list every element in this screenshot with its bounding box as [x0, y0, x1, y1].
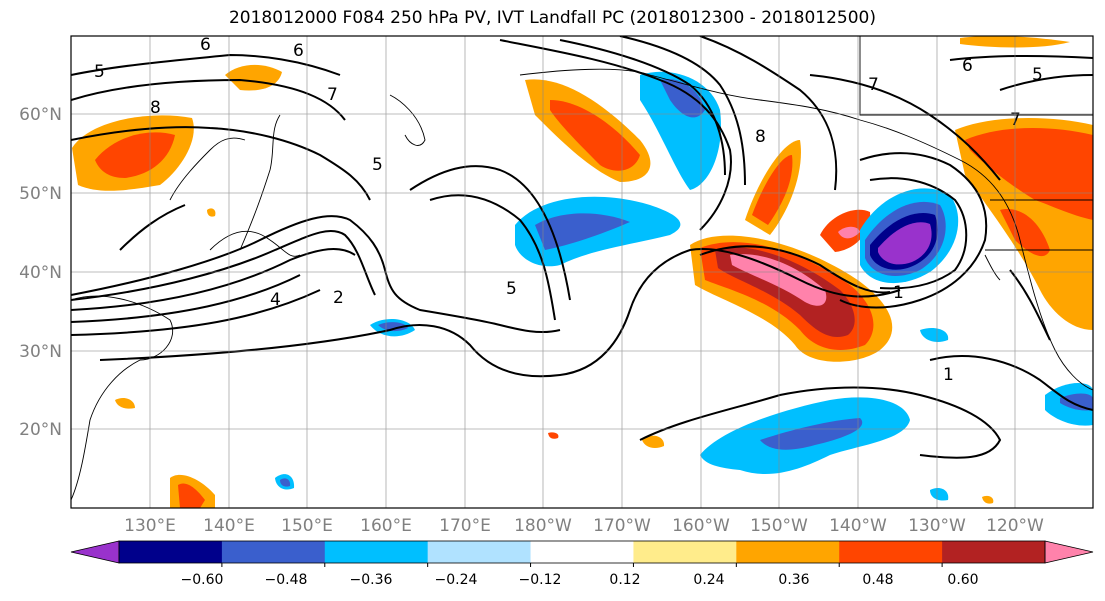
colorbar-outline: [118, 540, 1046, 564]
colorbar-swatch: [942, 541, 1046, 563]
contour-label: 8: [755, 127, 766, 147]
contour-label: 2: [333, 288, 344, 308]
colorbar-tick-labels: −0.60 −0.48 −0.36 −0.24 −0.12 0.12 0.24 …: [181, 572, 979, 588]
map-title: 2018012000 F084 250 hPa PV, IVT Landfall…: [228, 8, 876, 28]
contour-label: 5: [372, 155, 383, 175]
contour-labels: 6 6 5 8 7 5 4 2 5 7 8 6 5 7 1 1: [94, 35, 1043, 385]
lon-label: 130°E: [124, 516, 176, 536]
colorbar-tick-label: 0.24: [693, 572, 724, 588]
colorbar-swatch: [839, 541, 943, 563]
colorbar-ticks: [221, 563, 943, 567]
colorbar-swatch: [119, 541, 223, 563]
colorbar-swatches: [70, 540, 1094, 564]
longitude-labels: 130°E 140°E 150°E 160°E 170°E 180°W 170°…: [124, 516, 1044, 536]
map-frame: [70, 35, 1094, 509]
lon-label: 180°W: [514, 516, 572, 536]
coastlines: [71, 36, 1093, 501]
lon-label: 130°W: [908, 516, 966, 536]
contour-label: 5: [1032, 65, 1043, 85]
colorbar-tick-label: −0.48: [265, 572, 308, 588]
lon-label: 160°E: [360, 516, 412, 536]
colorbar-tick-label: 0.60: [947, 572, 978, 588]
lat-label: 30°N: [19, 342, 62, 362]
lat-label: 40°N: [19, 263, 62, 283]
contour-label: 6: [293, 41, 304, 61]
lat-label: 20°N: [19, 420, 62, 440]
lon-label: 120°W: [986, 516, 1044, 536]
lon-label: 140°W: [829, 516, 887, 536]
lon-label: 150°E: [281, 516, 333, 536]
lon-label: 140°E: [203, 516, 255, 536]
colorbar: −0.60 −0.48 −0.36 −0.24 −0.12 0.12 0.24 …: [70, 540, 1094, 588]
contour-label: 7: [1010, 110, 1021, 130]
contour-label: 7: [868, 75, 879, 95]
colorbar-swatch: [530, 541, 634, 563]
pv-contours: [71, 36, 1093, 459]
colorbar-tick-label: 0.48: [862, 572, 893, 588]
lon-label: 170°W: [593, 516, 651, 536]
contour-label: 5: [94, 62, 105, 82]
contour-label: 6: [200, 35, 211, 55]
colorbar-tick-label: 0.12: [609, 572, 640, 588]
graticule: [71, 36, 1093, 508]
lat-label: 60°N: [19, 105, 62, 125]
colorbar-swatch: [221, 541, 326, 563]
lon-label: 160°W: [672, 516, 730, 536]
colorbar-swatch: [736, 541, 840, 563]
contour-label: 6: [962, 56, 973, 76]
colorbar-swatch: [427, 541, 532, 563]
colorbar-swatch: [324, 541, 429, 563]
contour-label: 5: [506, 279, 517, 299]
contour-label: 1: [943, 365, 954, 385]
lon-label: 150°W: [750, 516, 808, 536]
colorbar-tick-label: −0.60: [181, 572, 224, 588]
colorbar-swatch: [633, 541, 737, 563]
lat-label: 50°N: [19, 184, 62, 204]
colorbar-tick-label: 0.36: [778, 572, 809, 588]
colorbar-tick-label: −0.12: [519, 572, 562, 588]
contour-label: 4: [270, 290, 281, 310]
contour-label: 8: [150, 98, 161, 118]
lon-label: 170°E: [439, 516, 491, 536]
latitude-labels: 60°N 50°N 40°N 30°N 20°N: [19, 105, 62, 440]
colorbar-tick-label: −0.24: [435, 572, 478, 588]
colorbar-extend-min: [70, 540, 120, 564]
contour-label: 7: [327, 85, 338, 105]
colorbar-extend-max: [1044, 540, 1094, 564]
colorbar-tick-label: −0.36: [350, 572, 393, 588]
contour-label: 1: [893, 283, 904, 303]
